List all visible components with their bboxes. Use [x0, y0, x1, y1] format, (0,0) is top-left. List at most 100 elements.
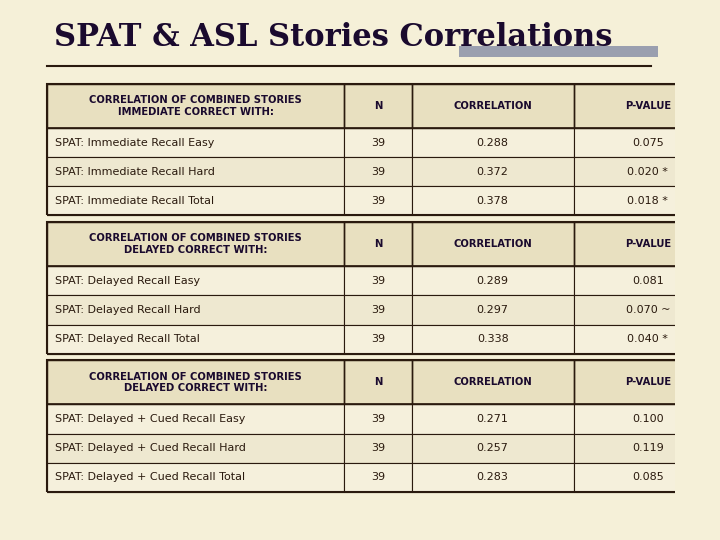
Bar: [412, 325, 574, 354]
Bar: [344, 84, 412, 128]
Text: SPAT: Delayed Recall Easy: SPAT: Delayed Recall Easy: [55, 276, 200, 286]
Bar: [48, 84, 720, 215]
Text: 0.283: 0.283: [477, 472, 508, 482]
Text: N: N: [374, 377, 382, 387]
Bar: [574, 186, 720, 215]
FancyBboxPatch shape: [459, 46, 658, 57]
Text: P-VALUE: P-VALUE: [625, 239, 671, 249]
Text: SPAT: Immediate Recall Total: SPAT: Immediate Recall Total: [55, 196, 215, 206]
Text: 0.040 *: 0.040 *: [627, 334, 668, 344]
Text: 0.257: 0.257: [477, 443, 508, 453]
Bar: [48, 222, 720, 354]
Bar: [48, 434, 344, 463]
Text: 0.075: 0.075: [632, 138, 664, 147]
Bar: [344, 266, 412, 295]
Bar: [344, 295, 412, 325]
Bar: [574, 295, 720, 325]
Text: 0.338: 0.338: [477, 334, 508, 344]
Bar: [412, 84, 574, 128]
Bar: [574, 360, 720, 404]
Text: SPAT: Delayed Recall Hard: SPAT: Delayed Recall Hard: [55, 305, 201, 315]
Bar: [344, 404, 412, 434]
Bar: [48, 360, 344, 404]
Text: 0.081: 0.081: [632, 276, 664, 286]
Text: SPAT: Delayed + Cued Recall Total: SPAT: Delayed + Cued Recall Total: [55, 472, 246, 482]
Bar: [574, 434, 720, 463]
Bar: [48, 463, 344, 492]
Text: 39: 39: [371, 138, 385, 147]
Bar: [344, 128, 412, 157]
Bar: [344, 325, 412, 354]
Text: SPAT: Delayed Recall Total: SPAT: Delayed Recall Total: [55, 334, 200, 344]
Bar: [48, 128, 344, 157]
Bar: [48, 157, 344, 186]
Text: 39: 39: [371, 472, 385, 482]
Text: SPAT: Immediate Recall Easy: SPAT: Immediate Recall Easy: [55, 138, 215, 147]
Bar: [574, 404, 720, 434]
Text: 39: 39: [371, 276, 385, 286]
Text: 0.018 *: 0.018 *: [627, 196, 668, 206]
Bar: [344, 222, 412, 266]
Bar: [48, 404, 344, 434]
Text: CORRELATION OF COMBINED STORIES
IMMEDIATE CORRECT WITH:: CORRELATION OF COMBINED STORIES IMMEDIAT…: [89, 95, 302, 117]
Text: 39: 39: [371, 334, 385, 344]
Text: SPAT: Immediate Recall Hard: SPAT: Immediate Recall Hard: [55, 167, 215, 177]
Text: 39: 39: [371, 196, 385, 206]
Text: 0.378: 0.378: [477, 196, 508, 206]
Text: SPAT & ASL Stories Correlations: SPAT & ASL Stories Correlations: [54, 22, 613, 52]
Text: 0.271: 0.271: [477, 414, 508, 424]
Bar: [412, 157, 574, 186]
Bar: [48, 360, 720, 492]
Bar: [344, 463, 412, 492]
Text: 39: 39: [371, 443, 385, 453]
Bar: [574, 128, 720, 157]
Bar: [412, 404, 574, 434]
Text: 39: 39: [371, 414, 385, 424]
Text: N: N: [374, 101, 382, 111]
Bar: [344, 360, 412, 404]
Text: 0.372: 0.372: [477, 167, 508, 177]
Bar: [48, 84, 344, 128]
Bar: [412, 463, 574, 492]
Bar: [574, 325, 720, 354]
Text: 0.085: 0.085: [632, 472, 664, 482]
Bar: [574, 266, 720, 295]
Text: 0.289: 0.289: [477, 276, 508, 286]
Bar: [344, 157, 412, 186]
Bar: [412, 128, 574, 157]
Text: 39: 39: [371, 305, 385, 315]
Bar: [574, 157, 720, 186]
Text: CORRELATION OF COMBINED STORIES
DELAYED CORRECT WITH:: CORRELATION OF COMBINED STORIES DELAYED …: [89, 372, 302, 393]
Text: 0.297: 0.297: [477, 305, 508, 315]
Text: SPAT: Delayed + Cued Recall Easy: SPAT: Delayed + Cued Recall Easy: [55, 414, 246, 424]
Text: 0.020 *: 0.020 *: [627, 167, 668, 177]
Text: CORRELATION: CORRELATION: [454, 377, 532, 387]
Text: CORRELATION: CORRELATION: [454, 239, 532, 249]
Bar: [48, 222, 720, 266]
Bar: [574, 84, 720, 128]
Text: 0.288: 0.288: [477, 138, 508, 147]
Bar: [574, 222, 720, 266]
Bar: [412, 295, 574, 325]
Text: 0.070 ~: 0.070 ~: [626, 305, 670, 315]
Bar: [412, 186, 574, 215]
Bar: [412, 360, 574, 404]
Text: 0.119: 0.119: [632, 443, 664, 453]
Bar: [48, 186, 344, 215]
Text: 0.100: 0.100: [632, 414, 664, 424]
Bar: [344, 434, 412, 463]
Bar: [48, 295, 344, 325]
Text: P-VALUE: P-VALUE: [625, 101, 671, 111]
Bar: [412, 266, 574, 295]
Bar: [412, 434, 574, 463]
Bar: [48, 325, 344, 354]
Bar: [48, 266, 344, 295]
Bar: [48, 84, 720, 128]
Text: N: N: [374, 239, 382, 249]
Bar: [48, 360, 720, 404]
Bar: [412, 222, 574, 266]
Text: CORRELATION OF COMBINED STORIES
DELAYED CORRECT WITH:: CORRELATION OF COMBINED STORIES DELAYED …: [89, 233, 302, 255]
Bar: [344, 186, 412, 215]
Bar: [574, 463, 720, 492]
Bar: [48, 222, 344, 266]
